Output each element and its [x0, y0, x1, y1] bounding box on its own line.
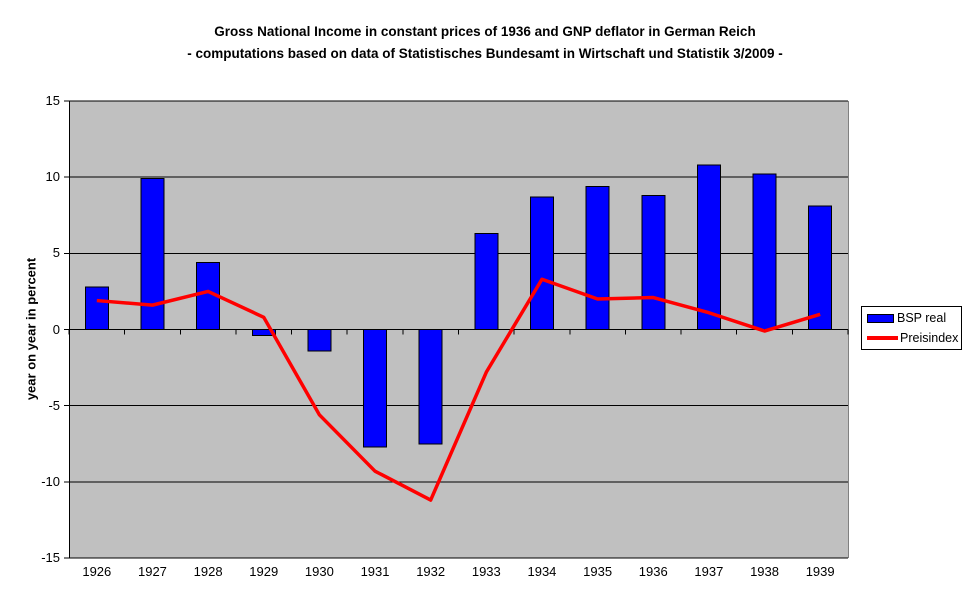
y-tick-label-0: 0 — [52, 321, 60, 337]
bar-1929 — [251, 329, 276, 337]
y-tick-label-5: 5 — [52, 245, 60, 261]
bar-1931 — [363, 329, 388, 448]
legend-item-preisindex: Preisindex — [867, 330, 961, 347]
chart-title-line1: Gross National Income in constant prices… — [214, 24, 756, 39]
x-tick-label-1938: 1938 — [750, 564, 779, 579]
x-tick-label-1933: 1933 — [471, 564, 501, 579]
x-tick-label-1936: 1936 — [638, 564, 668, 579]
x-tick-label-1937: 1937 — [694, 564, 724, 579]
y-tick-label-10: 10 — [45, 169, 60, 185]
bar-1936 — [641, 194, 666, 330]
x-tick-label-1935: 1935 — [583, 564, 613, 579]
bar-1935 — [585, 185, 610, 330]
y-axis-title: year on year in percent — [23, 257, 39, 401]
legend-label-preisindex: Preisindex — [900, 330, 959, 345]
chart-title: Gross National Income in constant prices… — [0, 21, 970, 65]
y-tick-label--5: -5 — [48, 397, 60, 413]
x-tick-label-1932: 1932 — [416, 564, 446, 579]
x-tick-label-1926: 1926 — [82, 564, 112, 579]
x-tick-label-1927: 1927 — [137, 564, 167, 579]
bar-1930 — [307, 329, 332, 352]
x-tick-label-1934: 1934 — [527, 564, 557, 579]
legend-line-swatch-icon — [867, 336, 898, 340]
bar-1927 — [140, 178, 165, 330]
x-tick-label-1930: 1930 — [304, 564, 334, 579]
chart-title-line2: - computations based on data of Statisti… — [187, 46, 783, 61]
x-tick-label-1931: 1931 — [360, 564, 390, 579]
bar-1939 — [808, 205, 833, 330]
x-tick-label-1928: 1928 — [193, 564, 223, 579]
bar-1933 — [474, 233, 499, 330]
y-tick-label--15: -15 — [41, 550, 60, 565]
legend-item-bsp-real: BSP real — [867, 310, 961, 327]
bar-1937 — [696, 164, 721, 330]
line-preisindex — [96, 277, 821, 502]
legend-label-bsp-real: BSP real — [897, 310, 947, 325]
legend-bar-swatch-icon — [867, 313, 894, 323]
bar-1938 — [752, 173, 777, 330]
bar-1934 — [529, 196, 554, 330]
x-tick-label-1939: 1939 — [805, 564, 835, 579]
y-tick-label-15: 15 — [45, 93, 60, 108]
bar-1926 — [84, 286, 109, 331]
legend: BSP real Preisindex — [861, 306, 962, 350]
x-tick-label-1929: 1929 — [249, 564, 279, 579]
bar-1932 — [418, 329, 443, 445]
y-tick-label--10: -10 — [41, 473, 60, 489]
